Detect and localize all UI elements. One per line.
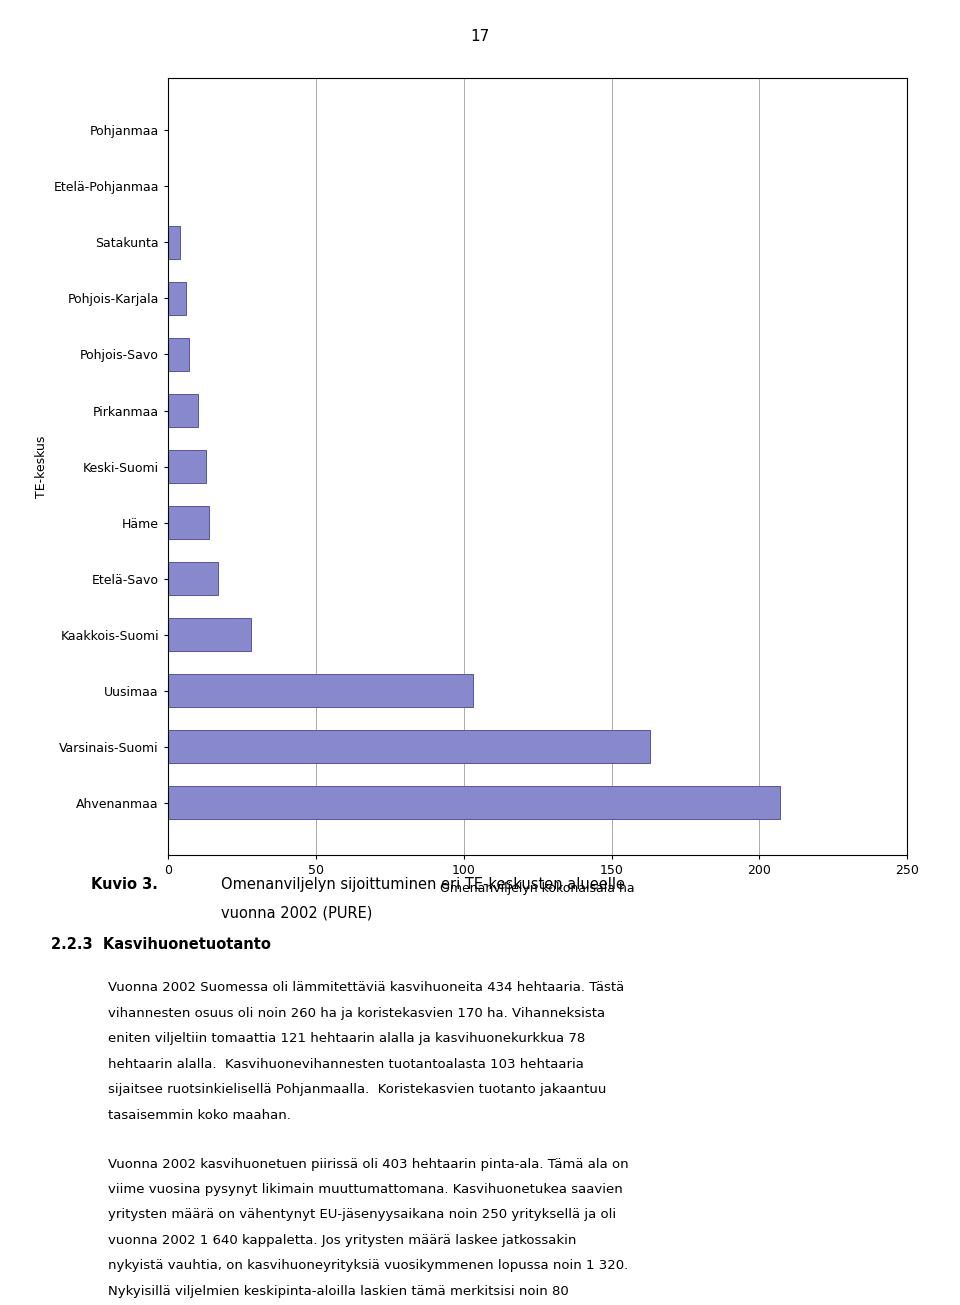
Text: hehtaarin alalla.  Kasvihuonevihannesten tuotantoalasta 103 hehtaaria: hehtaarin alalla. Kasvihuonevihannesten … xyxy=(108,1057,584,1070)
Bar xyxy=(168,561,218,595)
Bar xyxy=(168,786,780,820)
Text: vuonna 2002 1 640 kappaletta. Jos yritysten määrä laskee jatkossakin: vuonna 2002 1 640 kappaletta. Jos yritys… xyxy=(108,1235,576,1246)
Text: vihannesten osuus oli noin 260 ha ja koristekasvien 170 ha. Vihanneksista: vihannesten osuus oli noin 260 ha ja kor… xyxy=(108,1007,605,1019)
Text: yritysten määrä on vähentynyt EU-jäsenyysaikana noin 250 yrityksellä ja oli: yritysten määrä on vähentynyt EU-jäsenyy… xyxy=(108,1208,615,1221)
Text: eniten viljeltiin tomaattia 121 hehtaarin alalla ja kasvihuonekurkkua 78: eniten viljeltiin tomaattia 121 hehtaari… xyxy=(108,1032,585,1045)
Bar xyxy=(168,506,209,539)
Text: Kuvio 3.: Kuvio 3. xyxy=(91,877,158,891)
Bar xyxy=(168,226,180,260)
X-axis label: Omenanviljelyn kokonaisala ha: Omenanviljelyn kokonaisala ha xyxy=(441,882,635,895)
Text: sijaitsee ruotsinkielisellä Pohjanmaalla.  Koristekasvien tuotanto jakaantuu: sijaitsee ruotsinkielisellä Pohjanmaalla… xyxy=(108,1083,606,1096)
Bar xyxy=(168,617,251,651)
Text: Nykyisillä viljelmien keskipinta-aloilla laskien tämä merkitsisi noin 80: Nykyisillä viljelmien keskipinta-aloilla… xyxy=(108,1284,568,1297)
Bar xyxy=(168,450,206,483)
Text: tasaisemmin koko maahan.: tasaisemmin koko maahan. xyxy=(108,1109,290,1121)
Text: viime vuosina pysynyt likimain muuttumattomana. Kasvihuonetukea saavien: viime vuosina pysynyt likimain muuttumat… xyxy=(108,1182,622,1195)
Text: Vuonna 2002 kasvihuonetuen piirissä oli 403 hehtaarin pinta‑ala. Tämä ala on: Vuonna 2002 kasvihuonetuen piirissä oli … xyxy=(108,1158,628,1171)
Bar xyxy=(168,394,198,427)
Text: 17: 17 xyxy=(470,29,490,43)
Bar xyxy=(168,673,472,707)
Text: 2.2.3  Kasvihuonetuotanto: 2.2.3 Kasvihuonetuotanto xyxy=(51,937,271,951)
Text: vuonna 2002 (PURE): vuonna 2002 (PURE) xyxy=(221,906,372,920)
Text: nykyistä vauhtia, on kasvihuoneyrityksiä vuosikymmenen lopussa noin 1 320.: nykyistä vauhtia, on kasvihuoneyrityksiä… xyxy=(108,1259,628,1272)
Y-axis label: TE-keskus: TE-keskus xyxy=(35,436,48,497)
Text: Vuonna 2002 Suomessa oli lämmitettäviä kasvihuoneita 434 hehtaaria. Tästä: Vuonna 2002 Suomessa oli lämmitettäviä k… xyxy=(108,981,624,994)
Bar xyxy=(168,338,189,372)
Bar xyxy=(168,282,185,316)
Text: Omenanviljelyn sijoittuminen eri TE-keskusten alueelle: Omenanviljelyn sijoittuminen eri TE-kesk… xyxy=(221,877,625,891)
Bar xyxy=(168,729,650,763)
